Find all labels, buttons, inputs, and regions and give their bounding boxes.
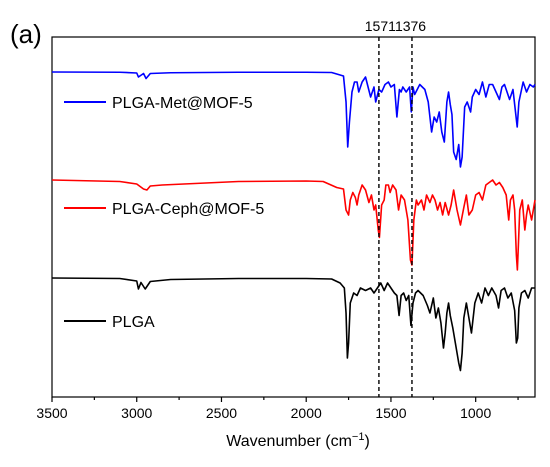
legend-label-plga-ceph-mof-5: PLGA-Ceph@MOF-5: [112, 201, 264, 218]
legend-label-plga: PLGA: [112, 314, 155, 331]
x-tick-label: 3000: [121, 405, 152, 421]
spectrum-plga: [51, 277, 535, 372]
spectrum-plga-met-mof-5: [51, 71, 536, 168]
axes: 3500 3000 2500 2000 1500 1000: [36, 36, 536, 421]
x-tick-label: 2500: [206, 405, 237, 421]
spectrum-plga-ceph-mof-5: [51, 179, 536, 271]
legend: PLGA-Met@MOF-5 PLGA-Ceph@MOF-5 PLGA: [64, 95, 264, 331]
panel-label: (a): [10, 19, 42, 49]
plot-frame: [51, 36, 536, 398]
x-tick-label: 1000: [460, 405, 491, 421]
spectra: [51, 71, 536, 372]
x-tick-label: 2000: [291, 405, 322, 421]
legend-label-plga-met-mof-5: PLGA-Met@MOF-5: [112, 95, 253, 112]
peak-annotations: 1571 1376: [365, 18, 426, 397]
x-tick-label: 3500: [36, 405, 67, 421]
peak-label-1571: 1571: [365, 18, 396, 34]
peak-label-1376: 1376: [395, 18, 426, 34]
x-axis-title: Wavenumber (cm−1): [226, 431, 370, 450]
x-tick-label: 1500: [375, 405, 406, 421]
